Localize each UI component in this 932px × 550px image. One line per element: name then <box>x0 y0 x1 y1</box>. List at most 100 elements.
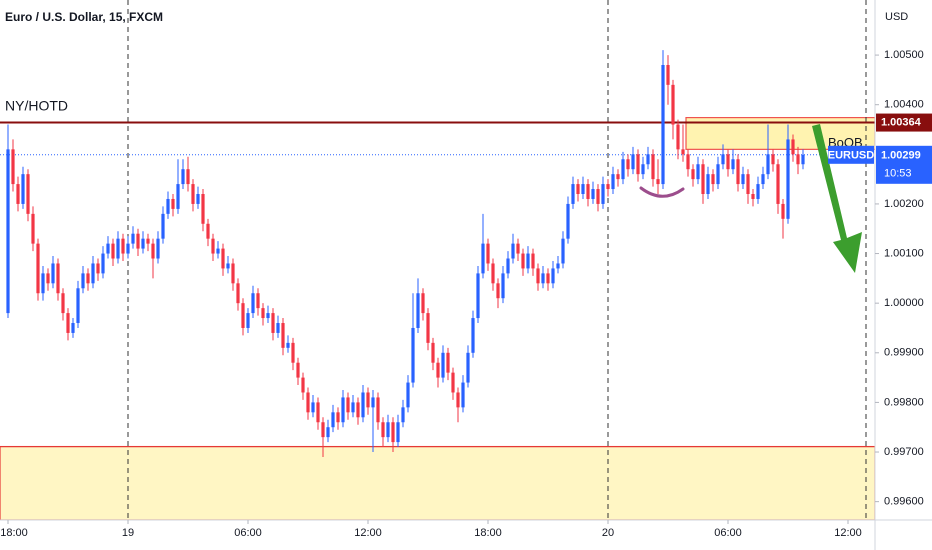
candle-body <box>651 154 655 180</box>
candle-body <box>396 422 400 443</box>
candle-body <box>41 273 45 294</box>
candle-body <box>621 159 625 180</box>
candle-body <box>581 184 585 195</box>
candle-body <box>361 392 365 418</box>
candle-body <box>186 169 190 185</box>
candle-body <box>376 397 380 423</box>
candle-body <box>716 164 720 185</box>
candle-body <box>411 327 415 383</box>
candle-body <box>341 397 345 423</box>
y-tick-label: 0.99800 <box>884 396 924 408</box>
candle-body <box>421 293 425 314</box>
candle-body <box>561 238 565 264</box>
candle-body <box>796 154 800 165</box>
candle-body <box>286 342 290 348</box>
candle-body <box>471 318 475 353</box>
candle-body <box>121 238 125 254</box>
candle-body <box>631 154 635 170</box>
candle-body <box>521 253 525 269</box>
zone <box>0 445 875 520</box>
candle-body <box>81 273 85 289</box>
candle-body <box>626 159 630 170</box>
candle-body <box>166 198 170 214</box>
candle-body <box>36 243 40 294</box>
candle-body <box>481 243 485 274</box>
candle-body <box>741 174 745 185</box>
candle-body <box>576 184 580 195</box>
candle-body <box>131 233 135 244</box>
candle-body <box>171 198 175 209</box>
candle-body <box>721 154 725 165</box>
candle-body <box>556 263 560 269</box>
candle-body <box>221 248 225 269</box>
candle-body <box>466 352 470 383</box>
symbol-label: EURUSD <box>828 150 875 162</box>
candle-body <box>276 323 280 333</box>
candle-body <box>431 342 435 363</box>
candle-body <box>696 164 700 180</box>
level-label: NY/HOTD <box>5 97 68 113</box>
candle-body <box>456 392 460 408</box>
candle-body <box>311 402 315 413</box>
x-tick-label: 18:00 <box>0 527 28 539</box>
candle-body <box>96 263 100 274</box>
candle-body <box>416 293 420 328</box>
last-price-box <box>876 145 932 184</box>
y-tick-label: 1.00500 <box>884 49 924 61</box>
curve-drawing <box>639 186 685 198</box>
candle-body <box>731 159 735 170</box>
candle-body <box>351 402 355 413</box>
candle-body <box>261 308 265 319</box>
x-tick-label: 06:00 <box>234 527 262 539</box>
candle-body <box>601 184 605 204</box>
countdown-label: 10:53 <box>884 168 912 180</box>
candle-body <box>401 407 405 423</box>
candle-body <box>746 174 750 195</box>
candle-body <box>391 422 395 443</box>
candle-body <box>56 263 60 294</box>
level-price-label: 1.00364 <box>881 116 922 128</box>
candle-body <box>336 412 340 423</box>
candle-body <box>801 154 805 165</box>
candle-body <box>316 402 320 423</box>
candle-body <box>91 263 95 284</box>
candle-body <box>76 288 80 324</box>
candle-body <box>306 392 310 413</box>
candle-body <box>681 149 685 155</box>
candle-body <box>531 253 535 269</box>
candle-body <box>426 313 430 343</box>
candle-body <box>66 313 70 333</box>
candle-body <box>326 427 330 438</box>
candle-body <box>476 273 480 319</box>
candle-body <box>441 352 445 378</box>
candle-body <box>676 124 680 150</box>
candle-body <box>386 422 390 438</box>
candle-body <box>46 273 50 284</box>
candle-body <box>551 268 555 284</box>
candle-body <box>726 154 730 170</box>
candle-body <box>21 174 25 204</box>
candle-body <box>26 174 30 214</box>
candle-body <box>546 273 550 284</box>
candle-body <box>371 397 375 408</box>
candle-body <box>281 323 285 348</box>
candle-body <box>146 238 150 244</box>
candle-body <box>661 65 665 185</box>
candle-body <box>496 283 500 299</box>
candle-body <box>616 174 620 180</box>
candle-body <box>446 352 450 373</box>
candle-body <box>606 184 610 190</box>
y-tick-label: 1.00400 <box>884 99 924 111</box>
candle-body <box>791 139 795 155</box>
candle-body <box>141 238 145 249</box>
candle-body <box>256 293 260 309</box>
candle-body <box>786 139 790 219</box>
candle-body <box>516 243 520 254</box>
axis-layer: 1.00500 1.00400 1.00200 1.00100 1.00000 0.999… <box>0 49 932 539</box>
last-price-label: 1.00299 <box>881 150 921 162</box>
candle-body <box>226 263 230 269</box>
candle-body <box>406 382 410 408</box>
candle-body <box>296 362 300 378</box>
candle-body <box>526 253 530 269</box>
